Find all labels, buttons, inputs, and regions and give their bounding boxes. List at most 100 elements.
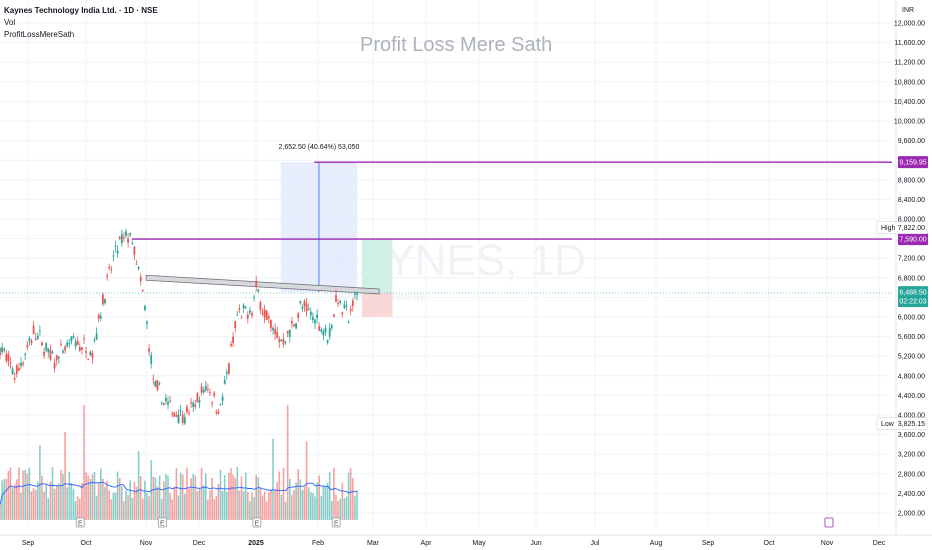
volume-bar [331, 500, 333, 520]
candle-body [150, 354, 153, 364]
candle-body [83, 338, 85, 340]
candle-body [257, 289, 260, 292]
volume-bar [158, 475, 161, 520]
y-tick-label: 7,200.00 [898, 256, 925, 263]
candle-body [347, 322, 350, 324]
candle-body [60, 343, 62, 345]
volume-bar [316, 482, 318, 520]
volume-bar [171, 499, 173, 520]
candle-body [261, 312, 264, 315]
candle-body [295, 323, 297, 329]
x-tick-label: Apr [421, 540, 433, 547]
volume-bar [30, 491, 33, 520]
candle-body [259, 301, 262, 310]
volume-bar [333, 467, 335, 520]
y-tick-label: 10,000.00 [894, 119, 925, 126]
candle-body [62, 350, 64, 353]
candle-body [330, 325, 333, 329]
candle-body [51, 351, 54, 353]
volume-bar [95, 495, 98, 520]
y-tick-label: 2,000.00 [898, 511, 925, 518]
earnings-icon [331, 517, 341, 528]
indicator-label[interactable]: ProfitLossMereSath [4, 30, 75, 39]
volume-bar [144, 480, 146, 520]
candle-body [139, 276, 142, 282]
volume-bar [167, 475, 169, 520]
candle-body [171, 413, 174, 415]
resistance-tag [898, 233, 928, 246]
volume-bar [43, 491, 45, 520]
volume-bar [160, 498, 163, 520]
volume-bar [142, 498, 144, 520]
volume-bar [97, 482, 100, 520]
y-tick-label: 2,400.00 [898, 491, 925, 498]
candle-body [123, 237, 125, 239]
candle-body [106, 275, 108, 277]
candle-body [179, 410, 182, 412]
candle-body [183, 417, 186, 424]
high-marker-label: High [881, 225, 896, 232]
candle-body [314, 319, 316, 324]
candle-body [234, 321, 237, 329]
volume-bar [322, 485, 325, 520]
volume-bar [152, 476, 155, 520]
candle-body [158, 383, 161, 385]
candle-body [64, 346, 66, 351]
y-tick-label: 4,000.00 [898, 413, 925, 420]
candle-body [13, 378, 16, 380]
volume-bar [58, 483, 60, 520]
x-tick-label: Sep [702, 540, 715, 547]
candle-body [307, 308, 310, 310]
candle-body [316, 314, 318, 319]
candle-body [26, 344, 29, 348]
volume-bar [347, 472, 350, 520]
volume-bar [11, 487, 14, 520]
candle-body [57, 356, 60, 359]
high-marker-value: 7,822.00 [898, 225, 925, 232]
candle-body [22, 363, 24, 365]
y-tick-label: 5,200.00 [898, 354, 925, 361]
candle-body [3, 348, 6, 351]
volume-bar [190, 478, 192, 520]
volume-label[interactable]: Vol [4, 18, 16, 27]
low-marker-value: 3,825.15 [898, 421, 925, 428]
volume-bar [303, 486, 306, 520]
candle-body [286, 331, 289, 334]
candle-body [339, 300, 342, 303]
volume-bar [228, 472, 230, 520]
candle-body [354, 293, 356, 295]
volume-bar [240, 476, 243, 520]
candle-body [324, 328, 327, 333]
candle-body [274, 328, 276, 334]
candle-body [246, 314, 249, 319]
candle-body [18, 368, 20, 371]
volume-bar [156, 486, 159, 520]
volume-bar [276, 482, 278, 520]
y-tick-label: 8,800.00 [898, 177, 925, 184]
author-watermark: Profit Loss Mere Sath [360, 34, 553, 56]
candle-body [72, 335, 75, 338]
candle-body [41, 342, 43, 346]
candle-body [125, 231, 127, 236]
candle-body [213, 393, 216, 396]
candle-body [320, 329, 323, 332]
volume-bar [226, 491, 228, 520]
earnings-icon-letter: E [334, 521, 339, 528]
candle-body [207, 388, 209, 390]
volume-bar [177, 495, 180, 520]
x-tick-label: Oct [81, 540, 92, 547]
symbol-title[interactable]: Kaynes Technology India Ltd. · 1D · NSE [4, 6, 158, 15]
volume-bar [207, 499, 209, 520]
volume-bar [213, 498, 215, 520]
volume-bar [121, 486, 123, 520]
volume-bar [106, 480, 108, 520]
candle-body [156, 380, 159, 391]
volume-bar [238, 490, 241, 520]
volume-bar [62, 473, 64, 520]
candle-body [265, 310, 268, 321]
candle-body [55, 355, 58, 361]
resistance-tag-label: 7,590.00 [899, 237, 926, 244]
candle-body [238, 308, 241, 310]
candle-body [9, 362, 12, 364]
